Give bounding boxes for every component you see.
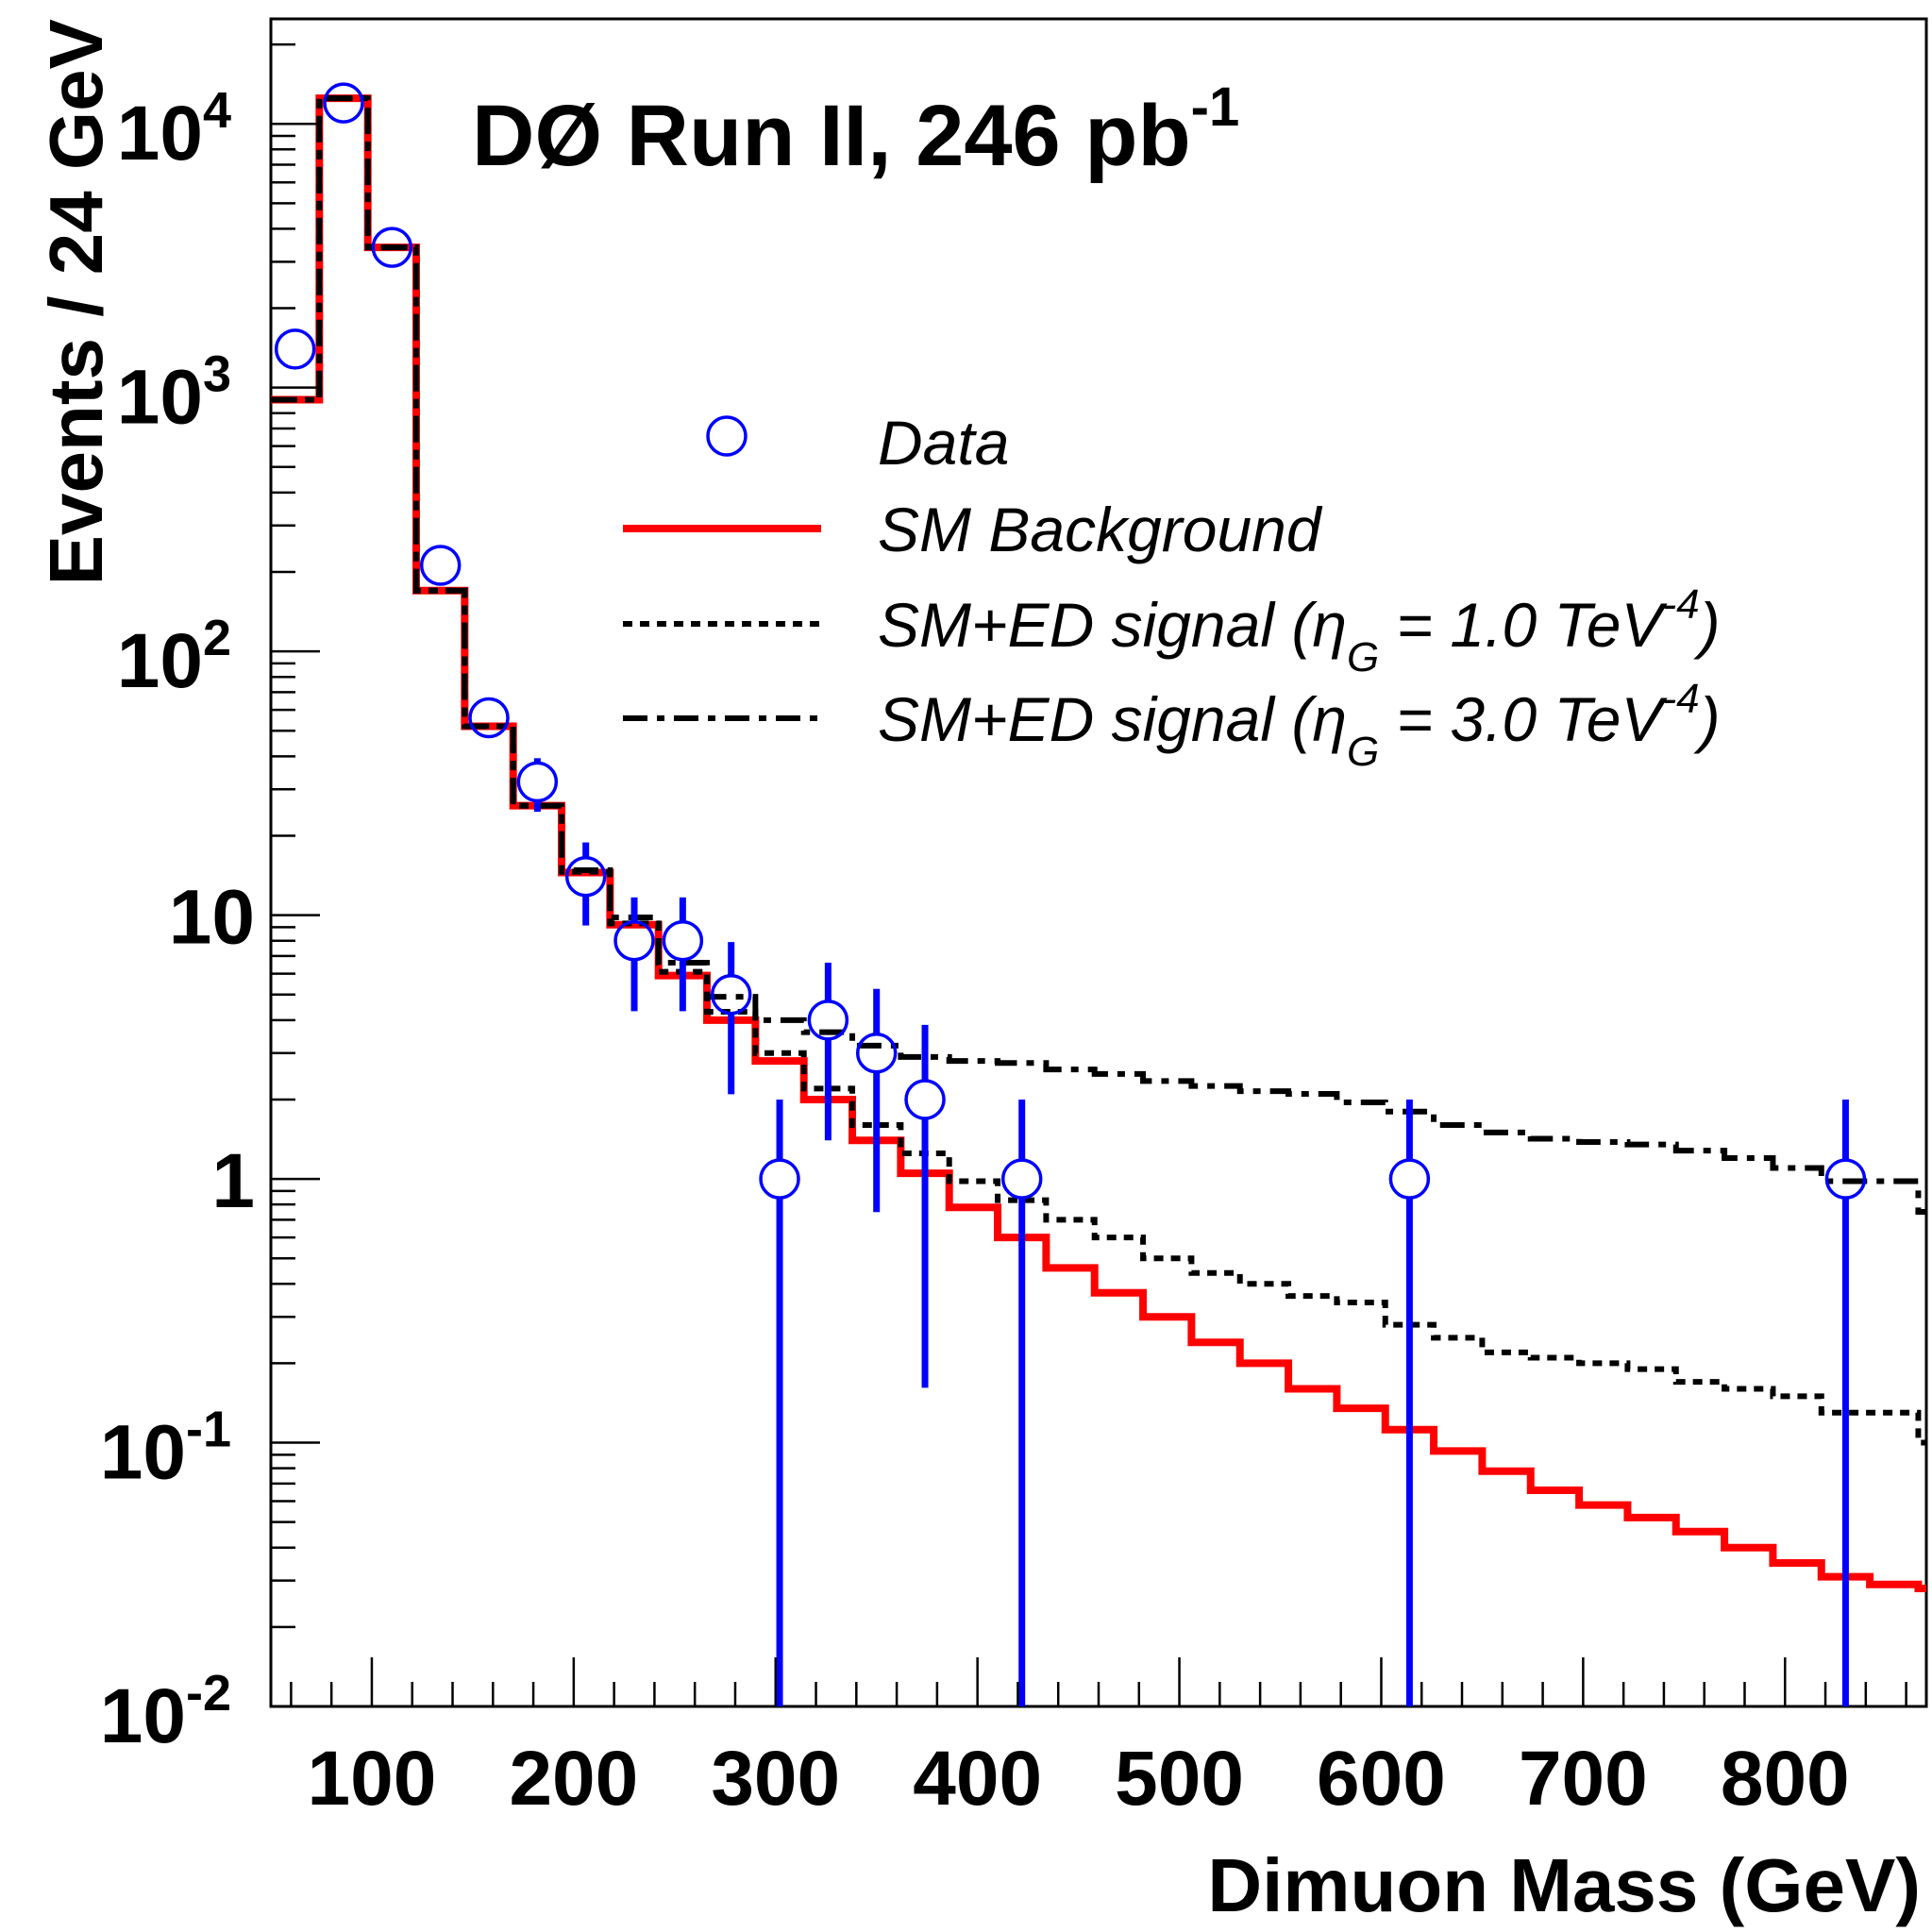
data-point — [468, 697, 510, 739]
data-point — [662, 919, 704, 962]
y-tick-label: 104 — [117, 82, 231, 176]
data-point — [613, 919, 655, 962]
x-tick-label: 800 — [1721, 1736, 1850, 1822]
x-tick-label: 400 — [913, 1736, 1042, 1822]
legend-label-data: Data — [878, 408, 1009, 478]
x-tick-label: 700 — [1519, 1736, 1648, 1822]
data-point — [371, 227, 413, 268]
legend-label-sig1: SM+ED signal (ηG = 1.0 TeV-4) — [878, 581, 1721, 680]
y-axis-title: Events / 24 GeV — [34, 19, 118, 585]
plot-title: DØ Run II, 246 pb-1 — [472, 76, 1239, 184]
x-tick-label: 300 — [711, 1736, 840, 1822]
x-tick-label: 600 — [1317, 1736, 1446, 1822]
legend-label-sig3: SM+ED signal (ηG = 3.0 TeV-4) — [878, 676, 1721, 775]
y-tick-label: 1 — [211, 1138, 255, 1224]
y-tick-label: 103 — [117, 346, 231, 441]
x-tick-label: 200 — [509, 1736, 638, 1822]
data-point — [516, 761, 559, 803]
y-tick-label: 10-1 — [100, 1402, 231, 1496]
data-point — [564, 856, 607, 898]
y-tick-label: 10 — [169, 875, 255, 961]
data-point — [1000, 1158, 1043, 1200]
data-point — [759, 1158, 800, 1200]
x-tick-label: 100 — [308, 1736, 437, 1822]
data-point — [1824, 1158, 1867, 1200]
data-point — [855, 1032, 898, 1074]
y-tick-label: 102 — [117, 610, 231, 704]
legend-marker-data — [706, 415, 748, 457]
data-point — [1388, 1158, 1431, 1200]
legend-label-bkg: SM Background — [878, 495, 1323, 564]
data-point — [807, 1000, 849, 1041]
x-axis-title: Dimuon Mass (GeV) — [1207, 1843, 1921, 1927]
data-point — [323, 82, 364, 124]
data-point — [419, 545, 462, 586]
x-tick-label: 500 — [1115, 1736, 1244, 1822]
data-point — [710, 973, 752, 1016]
series-line-sig1 — [271, 95, 1926, 1446]
series-line-sig3 — [271, 95, 1926, 1215]
data-point — [904, 1079, 946, 1120]
data-point — [274, 328, 316, 370]
legend: Data SM Background SM+ED signal (ηG = 1.0 … — [623, 408, 1721, 775]
y-tick-label: 10-2 — [100, 1665, 231, 1759]
